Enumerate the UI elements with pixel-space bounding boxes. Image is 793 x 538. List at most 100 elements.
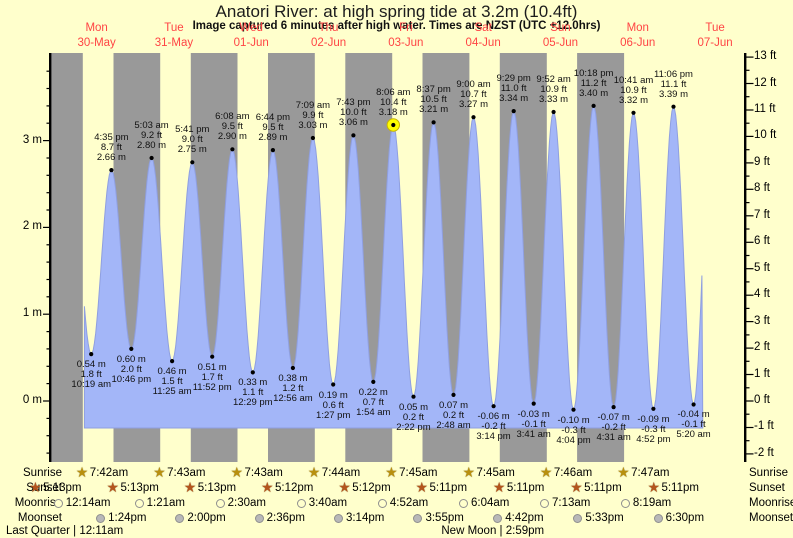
tide-time: 4:52 pm xyxy=(636,433,671,445)
tide-height-ft: 0.7 ft xyxy=(362,396,384,408)
sunset-star-icon: ★ xyxy=(570,479,583,495)
tide-low-label: 0.60 m 2.0 ft 10:46 pm xyxy=(99,354,163,385)
moonrise-circle-icon xyxy=(215,499,225,508)
y-axis-left-label: 1 m xyxy=(22,307,42,320)
moonrise-time: 6:04am xyxy=(471,497,510,509)
tide-extreme-dot xyxy=(531,401,536,406)
moonrise-circle-icon xyxy=(134,499,144,508)
tide-height-m: 3.06 m xyxy=(338,117,368,129)
moonrise-circle-icon xyxy=(620,499,630,508)
tide-height-m: 2.75 m xyxy=(177,144,207,156)
moonrise-time: 3:40am xyxy=(308,497,348,509)
tide-low-label: -0.09 m -0.3 ft 4:52 pm xyxy=(621,414,685,445)
tide-extreme-dot xyxy=(210,354,215,359)
tide-height-m: 3.40 m xyxy=(579,87,609,99)
tide-height-m: 3.21 m xyxy=(419,104,449,116)
tide-height-ft: -0.3 ft xyxy=(641,423,666,435)
sunset-time: 5:11pm xyxy=(429,482,468,494)
tide-high-label: 11:06 pm 11.1 ft 3.39 m xyxy=(642,69,706,100)
row-label-sunset-left: Sunset xyxy=(26,482,62,494)
axis-right xyxy=(744,53,747,462)
tide-low-label: -0.10 m -0.3 ft 4:04 pm xyxy=(542,415,606,446)
tide-time: 4:31 am xyxy=(596,432,631,444)
tide-height-m: 0.46 m xyxy=(157,366,187,378)
sunset-star-icon: ★ xyxy=(260,479,274,495)
tide-extreme-dot xyxy=(671,104,676,109)
moonset-time: 4:42pm xyxy=(505,512,544,524)
tide-height-ft: 1.1 ft xyxy=(242,387,264,399)
day-name-label: Fri xyxy=(399,22,413,34)
tide-height-ft: 8.7 ft xyxy=(100,142,122,154)
moonrise-circle-icon xyxy=(53,499,63,508)
moonrise-time: 7:13am xyxy=(552,497,591,509)
tide-extreme-dot xyxy=(411,394,416,399)
day-date-label: 07-Jun xyxy=(697,37,733,49)
tide-time: 8:06 am xyxy=(376,86,411,98)
moon-phase-last-quarter: Last Quarter | 12:11am xyxy=(6,525,123,537)
sunrise-time: 7:43am xyxy=(244,467,283,479)
moon-phase-new-moon: New Moon | 2:59pm xyxy=(413,525,573,537)
moon-phase-separator: | xyxy=(73,525,77,537)
tide-high-label: 5:03 am 9.2 ft 2.80 m xyxy=(120,120,184,151)
tide-time: 5:41 pm xyxy=(175,124,210,136)
sunrise-star-icon: ★ xyxy=(539,464,553,480)
sunrise-star-icon: ★ xyxy=(75,464,89,480)
tide-low-label: -0.03 m -0.1 ft 3:41 am xyxy=(502,409,566,440)
tide-high-label: 6:44 pm 9.5 ft 2.89 m xyxy=(241,113,305,143)
tide-extreme-dot xyxy=(230,147,235,152)
y-axis-left-label: 3 m xyxy=(22,133,42,146)
moonrise-time: 8:19am xyxy=(632,497,672,509)
y-axis-right-label: 12 ft xyxy=(754,76,777,89)
tide-height-ft: 1.2 ft xyxy=(282,383,304,395)
day-name-label: Mon xyxy=(626,22,649,34)
day-date-label: 06-Jun xyxy=(620,37,656,49)
tide-time: 6:08 am xyxy=(215,111,250,123)
row-label-moonrise-right: Moonrise xyxy=(749,497,793,509)
moonset-circle-icon xyxy=(493,514,503,523)
tide-height-ft: -0.2 ft xyxy=(481,421,506,433)
tide-low-label: -0.06 m -0.2 ft 3:14 pm xyxy=(462,412,526,442)
sunrise-time: 7:45am xyxy=(476,467,515,479)
y-axis-right-label: -1 ft xyxy=(754,420,774,433)
tide-height-ft: 9.5 ft xyxy=(221,121,243,133)
tide-height-m: 0.51 m xyxy=(197,361,227,373)
tide-extreme-dot xyxy=(651,406,656,411)
sunrise-star-icon: ★ xyxy=(617,464,630,480)
night-band xyxy=(50,53,83,462)
row-label-sunrise-right: Sunrise xyxy=(749,467,788,479)
day-date-label: 04-Jun xyxy=(465,37,501,49)
sunrise-time: 7:44am xyxy=(321,467,361,479)
tide-time: 11:52 pm xyxy=(192,381,232,393)
tide-height-ft: 10.5 ft xyxy=(420,94,447,106)
tide-high-label: 9:52 am 10.9 ft 3.33 m xyxy=(522,74,586,105)
tide-height-m: 0.05 m xyxy=(398,401,428,413)
tide-time: 12:56 am xyxy=(273,393,313,405)
sunset-time: 5:12pm xyxy=(274,482,314,494)
tide-time: 7:09 am xyxy=(295,99,331,111)
tide-height-m: 2.80 m xyxy=(137,139,167,151)
tide-height-ft: 0.2 ft xyxy=(442,409,465,421)
tide-time: 10:19 am xyxy=(71,379,112,391)
y-axis-right-label: 6 ft xyxy=(754,235,770,248)
sunset-time: 5:13pm xyxy=(43,482,82,494)
tide-low-label: 0.05 m 0.2 ft 2:22 pm xyxy=(381,401,445,433)
tide-extreme-dot xyxy=(551,109,556,115)
y-axis-right-label: 2 ft xyxy=(754,341,770,354)
day-date-label: 01-Jun xyxy=(233,37,269,49)
day-date-label: 05-Jun xyxy=(542,37,579,49)
sunrise-star-icon: ★ xyxy=(153,464,166,480)
tide-height-m: -0.07 m xyxy=(597,412,630,424)
moon-phase-time: 2:59pm xyxy=(505,525,545,537)
y-axis-right-label: 3 ft xyxy=(754,314,770,327)
tide-height-ft: 10.4 ft xyxy=(380,96,407,108)
tide-height-ft: 10.7 ft xyxy=(460,89,487,101)
tide-height-ft: 11.2 ft xyxy=(580,77,607,89)
y-axis-right-label: 11 ft xyxy=(754,102,776,115)
sunrise-star-icon: ★ xyxy=(462,464,476,480)
tide-extreme-dot xyxy=(129,346,134,351)
sunrise-time: 7:42am xyxy=(89,467,129,479)
day-date-label: 03-Jun xyxy=(388,37,424,49)
sunset-time: 5:13pm xyxy=(197,482,237,494)
moonset-time: 5:33pm xyxy=(585,512,624,524)
